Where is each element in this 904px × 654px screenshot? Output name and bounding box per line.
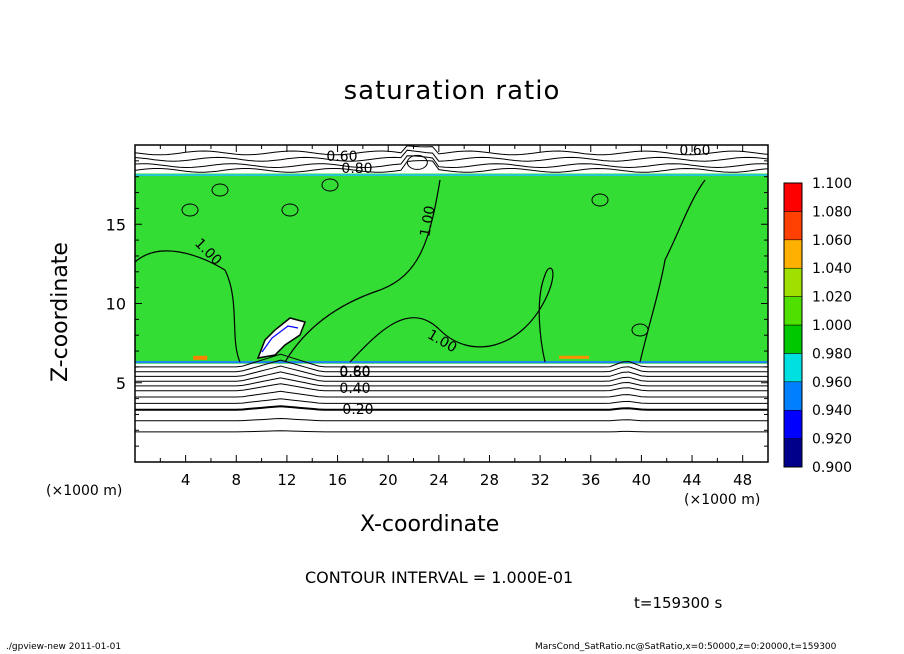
contour-line bbox=[135, 353, 768, 368]
contour-line bbox=[135, 365, 768, 377]
contour-line bbox=[135, 383, 768, 392]
colorbar-label: 1.020 bbox=[812, 290, 852, 306]
colorbar-label: 1.060 bbox=[812, 233, 852, 249]
contour-line bbox=[135, 405, 768, 411]
saturated-region bbox=[135, 173, 768, 364]
contour-label: 0.60 bbox=[326, 149, 357, 165]
footer-right: MarsCond_SatRatio.nc@SatRatio,x=0:50000,… bbox=[535, 642, 837, 652]
contour-line bbox=[349, 267, 554, 363]
y-tick-label: 10 bbox=[106, 295, 126, 314]
contour-line bbox=[211, 183, 229, 197]
contour-line bbox=[135, 417, 768, 422]
contour-line bbox=[261, 325, 299, 353]
contour-line bbox=[135, 398, 768, 404]
chart-title: saturation ratio bbox=[343, 76, 561, 106]
colorbar-segment bbox=[783, 438, 803, 468]
contour-line bbox=[135, 371, 768, 382]
colorbar-label: 1.040 bbox=[812, 261, 852, 277]
convective-cell bbox=[256, 317, 306, 359]
x-tick-label: 48 bbox=[733, 471, 752, 489]
x-tick-label: 36 bbox=[581, 471, 600, 489]
contour-interval-note: CONTOUR INTERVAL = 1.000E-01 bbox=[305, 568, 574, 587]
colorbar-segment bbox=[783, 409, 803, 439]
colorbar-label: 1.100 bbox=[812, 176, 852, 192]
colorbar-label: 0.940 bbox=[812, 403, 852, 419]
contour-line bbox=[135, 377, 768, 387]
x-axis-label: X-coordinate bbox=[360, 512, 500, 537]
contour-label: 0.40 bbox=[339, 381, 370, 397]
contour-line bbox=[134, 155, 769, 169]
contour-line bbox=[639, 179, 706, 363]
colorbar-segment bbox=[783, 381, 803, 411]
y-tick-label: 5 bbox=[116, 374, 126, 393]
contour-line bbox=[321, 178, 339, 192]
colorbar-label: 1.000 bbox=[812, 318, 852, 334]
supersaturation-patch bbox=[559, 355, 590, 359]
contour-line bbox=[135, 359, 768, 373]
contour-line bbox=[135, 430, 768, 433]
contour-line bbox=[284, 179, 441, 363]
contour-line bbox=[631, 323, 649, 337]
contour-label: 0.80 bbox=[339, 364, 370, 380]
contour-line bbox=[135, 390, 768, 398]
supersaturation-patch bbox=[193, 355, 208, 360]
x-tick-label: 44 bbox=[682, 471, 701, 489]
contour-line bbox=[406, 154, 428, 170]
x-tick-label: 4 bbox=[181, 471, 191, 489]
colorbar-label: 0.960 bbox=[812, 375, 852, 391]
contour-line bbox=[591, 193, 609, 207]
colorbar-segment bbox=[783, 353, 803, 383]
x-tick-label: 40 bbox=[632, 471, 651, 489]
colorbar-segment bbox=[783, 267, 803, 297]
colorbar-segment bbox=[783, 324, 803, 354]
y-axis: 5 10 15 bbox=[106, 160, 768, 447]
colorbar-segment bbox=[783, 211, 803, 241]
x-tick-label: 28 bbox=[480, 471, 499, 489]
plot-area: 0.600.800.601.001.001.000.800.600.400.20 bbox=[134, 143, 769, 463]
colorbar-segment bbox=[783, 182, 803, 212]
contour-line bbox=[181, 203, 199, 217]
colorbar-label: 0.980 bbox=[812, 346, 852, 362]
y-tick-label: 15 bbox=[106, 215, 126, 234]
x-tick-label: 24 bbox=[429, 471, 448, 489]
contour-label: 0.60 bbox=[679, 143, 710, 159]
contour-label: 1.00 bbox=[417, 205, 438, 238]
x-tick-label: 20 bbox=[379, 471, 398, 489]
x-axis-unit: (×1000 m) bbox=[684, 492, 761, 508]
contour-label: 0.20 bbox=[342, 402, 373, 418]
contour-label: 0.60 bbox=[339, 365, 370, 381]
contour-label: 0.80 bbox=[341, 161, 372, 177]
contour-line bbox=[281, 203, 299, 217]
contour-line bbox=[134, 250, 241, 363]
contour-line bbox=[134, 149, 769, 162]
x-tick-label: 8 bbox=[232, 471, 242, 489]
colorbar-label: 0.920 bbox=[812, 432, 852, 448]
x-tick-label: 16 bbox=[328, 471, 347, 489]
colorbar: 0.900 0.920 0.940 0.960 0.980 1.000 1.020 1.040… bbox=[783, 176, 852, 476]
colorbar-frame bbox=[783, 182, 803, 468]
y-axis-label: Z-coordinate bbox=[48, 242, 73, 382]
colorbar-label: 1.080 bbox=[812, 204, 852, 220]
y-axis-unit: (×1000 m) bbox=[46, 483, 123, 499]
x-axis: 4 8 12 16 20 24 28 32 36 40 44 48 bbox=[159, 145, 752, 489]
contour-line bbox=[134, 145, 769, 156]
contour-line bbox=[134, 160, 769, 173]
x-tick-label: 12 bbox=[277, 471, 296, 489]
time-stamp: t=159300 s bbox=[634, 594, 723, 612]
colorbar-segment bbox=[783, 239, 803, 269]
footer-left: ./gpview-new 2011-01-01 bbox=[6, 642, 122, 652]
x-tick-label: 32 bbox=[531, 471, 550, 489]
colorbar-segment bbox=[783, 296, 803, 326]
colorbar-label: 0.900 bbox=[812, 460, 852, 476]
